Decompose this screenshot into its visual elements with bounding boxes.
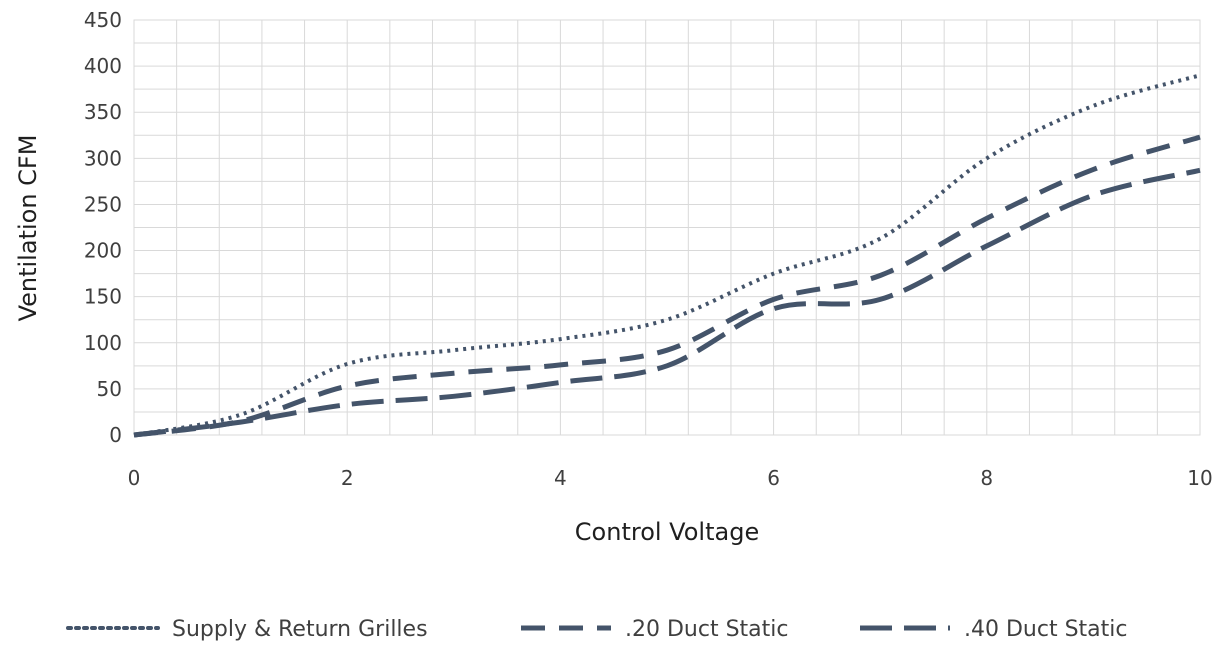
series-line-1 bbox=[133, 73, 1201, 437]
y-tick-label: 250 bbox=[84, 192, 122, 216]
x-tick-label: 8 bbox=[980, 466, 993, 490]
y-tick-label: 350 bbox=[84, 100, 122, 124]
legend-label-2: .20 Duct Static bbox=[625, 617, 789, 642]
x-tick-label: 4 bbox=[554, 466, 567, 490]
y-tick-label: 400 bbox=[84, 54, 122, 78]
series-lines bbox=[133, 73, 1201, 438]
legend: Supply & Return Grilles .20 Duct Static .4… bbox=[66, 617, 1128, 642]
y-tick-label: 200 bbox=[84, 239, 122, 263]
grid bbox=[133, 19, 1201, 436]
y-axis-tick-labels: 0 50 100 150 200 250 300 350 400 450 bbox=[84, 8, 122, 447]
x-axis-tick-labels: 0 2 4 6 8 10 bbox=[128, 466, 1213, 490]
y-tick-label: 450 bbox=[84, 8, 122, 32]
y-tick-label: 50 bbox=[97, 377, 122, 401]
x-tick-label: 6 bbox=[767, 466, 780, 490]
x-tick-label: 2 bbox=[341, 466, 354, 490]
x-tick-label: 0 bbox=[128, 466, 141, 490]
y-tick-label: 300 bbox=[84, 146, 122, 170]
legend-label-1: Supply & Return Grilles bbox=[172, 617, 428, 642]
x-axis-title: Control Voltage bbox=[575, 518, 759, 546]
y-tick-label: 150 bbox=[84, 285, 122, 309]
y-tick-label: 100 bbox=[84, 331, 122, 355]
legend-label-3: .40 Duct Static bbox=[964, 617, 1128, 642]
series-line-3 bbox=[133, 167, 1201, 438]
x-tick-label: 10 bbox=[1187, 466, 1212, 490]
plot-area bbox=[133, 19, 1201, 436]
y-axis-title: Ventilation CFM bbox=[14, 135, 42, 322]
y-tick-label: 0 bbox=[109, 423, 122, 447]
series-line-2 bbox=[133, 134, 1201, 438]
